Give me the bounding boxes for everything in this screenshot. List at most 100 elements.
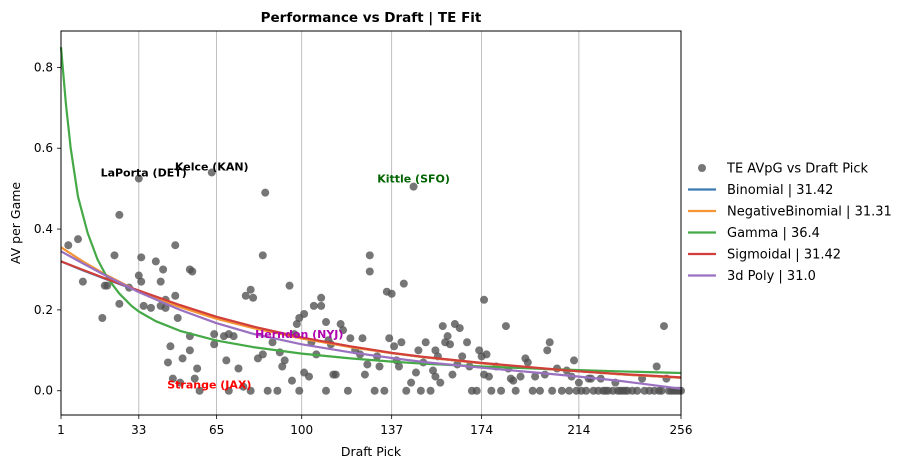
scatter-point (365, 267, 374, 276)
scatter-point (151, 257, 160, 266)
annotation-label: Strange (JAX) (167, 379, 251, 392)
scatter-point (535, 386, 544, 395)
scatter-point (285, 281, 294, 290)
scatter-point (390, 342, 399, 351)
scatter-point (448, 370, 457, 379)
scatter-point (346, 334, 355, 343)
legend: TE AVpG vs Draft Pick Binomial | 31.42 Neg… (688, 162, 892, 284)
scatter-point (429, 366, 437, 375)
scatter-point (365, 251, 374, 260)
x-tick-label: 256 (670, 423, 693, 437)
scatter-point (268, 338, 277, 347)
scatter-point (305, 372, 313, 381)
y-axis-label: AV per Game (8, 182, 23, 265)
scatter-point (193, 364, 202, 373)
scatter-point (234, 364, 243, 373)
scatter-point (375, 362, 384, 371)
scatter-point (484, 372, 493, 381)
scatter-point (475, 346, 484, 355)
y-tick-label: 0.2 (34, 303, 53, 317)
annotations: LaPorta (DET)Kelce (KAN) Kittle (SFO) Hern… (101, 160, 450, 391)
scatter-point (407, 378, 416, 387)
x-tick-label: 65 (209, 423, 224, 437)
scatter-point (210, 340, 219, 349)
scatter-point (115, 299, 124, 308)
scatter-point (339, 326, 348, 335)
scatter-point (570, 356, 579, 365)
scatter-point (360, 370, 369, 379)
scatter-point (431, 346, 440, 355)
legend-marker (698, 164, 706, 172)
y-tick-label: 0.6 (34, 141, 53, 155)
scatter-point (178, 354, 187, 363)
scatter-point (134, 271, 143, 280)
scatter-point (509, 376, 518, 385)
scatter-point (249, 293, 258, 302)
scatter-point (343, 386, 352, 395)
scatter-point (385, 334, 394, 343)
scatter-point (171, 291, 180, 300)
scatter-point (64, 241, 73, 250)
x-tick-label: 174 (470, 423, 493, 437)
scatter-point (258, 251, 267, 260)
scatter-point (322, 386, 331, 395)
legend-label: NegativeBinomial | 31.31 (727, 205, 892, 220)
scatter-point (436, 378, 445, 387)
x-tick-label: 214 (567, 423, 590, 437)
legend-label: TE AVpG vs Draft Pick (726, 162, 869, 177)
scatter-point (548, 386, 557, 395)
scatter-point (163, 358, 172, 367)
scatter-point (309, 301, 318, 310)
scatter-point (168, 374, 177, 383)
y-tick-label: 0.8 (34, 60, 53, 74)
plot-frame (60, 30, 682, 416)
scatter-point (207, 168, 216, 177)
scatter-point (139, 301, 148, 310)
scatter-point (300, 309, 309, 318)
scatter-point (497, 386, 506, 395)
scatter-point (171, 241, 180, 250)
scatter-point (246, 285, 255, 294)
scatter-point (516, 372, 525, 381)
scatter-point (582, 386, 591, 395)
scatter-point (511, 386, 520, 395)
scatter-point (292, 320, 301, 329)
scatter-point (273, 386, 282, 395)
scatter-point (110, 251, 119, 260)
scatter-point (399, 279, 408, 288)
scatter-point (480, 295, 489, 304)
scatter-point (443, 332, 452, 341)
scatter-point (543, 346, 552, 355)
scatter-point (455, 324, 464, 333)
scatter-point (137, 277, 146, 286)
scatter-points (64, 168, 685, 395)
annotation-label: Kelce (KAN) (175, 160, 249, 173)
scatter-point (156, 277, 165, 286)
scatter-point (239, 382, 248, 391)
scatter-point (173, 313, 182, 322)
scatter-point (652, 362, 661, 371)
scatter-point (278, 362, 287, 371)
scatter-point (322, 318, 331, 327)
annotation-label: Kittle (SFO) (377, 173, 450, 186)
scatter-point (222, 356, 231, 365)
scatter-point (397, 338, 406, 347)
scatter-point (224, 386, 233, 395)
scatter-point (438, 322, 447, 331)
x-tick-label: 100 (290, 423, 313, 437)
scatter-point (370, 386, 379, 395)
scatter-point (137, 253, 146, 262)
scatter-point (358, 334, 367, 343)
chart-title: Performance vs Draft | TE Fit (261, 10, 482, 26)
fit-curve (59, 47, 682, 375)
scatter-point (487, 386, 496, 395)
scatter-point (241, 291, 250, 300)
legend-label: 3d Poly | 31.0 (727, 269, 816, 284)
x-tick-label: 33 (131, 423, 146, 437)
scatter-point (263, 386, 272, 395)
scatter-point (414, 346, 423, 355)
scatter-point (229, 332, 238, 341)
annotation-label: Herndon (NYJ) (255, 328, 343, 341)
legend-label: Gamma | 36.4 (727, 226, 820, 241)
scatter-point (78, 277, 87, 286)
